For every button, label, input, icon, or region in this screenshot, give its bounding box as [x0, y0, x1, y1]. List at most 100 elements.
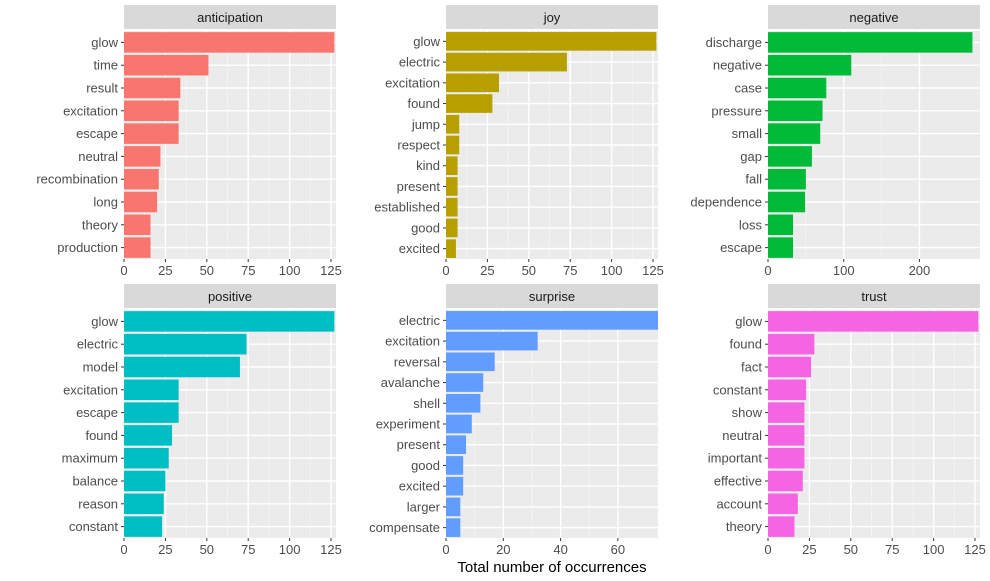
- bar-show: [768, 402, 805, 423]
- bar-excitation: [446, 331, 538, 351]
- bar-glow: [124, 311, 335, 332]
- x-tick-label: 125: [320, 542, 342, 557]
- category-label: effective: [714, 474, 762, 489]
- bar-found: [124, 425, 173, 446]
- category-label: glow: [91, 35, 118, 50]
- panel-title: anticipation: [197, 10, 263, 25]
- bar-result: [124, 77, 181, 99]
- bar-maximum: [124, 447, 169, 469]
- bar-escape: [124, 402, 179, 423]
- bar-discharge: [768, 32, 973, 53]
- bar-excited: [446, 239, 456, 258]
- category-label: fall: [745, 172, 762, 187]
- bar-established: [446, 197, 458, 217]
- x-tick-label: 125: [964, 542, 986, 557]
- bar-small: [768, 123, 821, 144]
- panel-anticipation: anticipation glow time result excitation esca…: [36, 5, 342, 278]
- panel-title: joy: [543, 10, 561, 25]
- x-tick-label: 75: [241, 542, 255, 557]
- bar-dependence: [768, 191, 806, 213]
- category-label: found: [407, 96, 440, 111]
- x-tick-label: 75: [885, 542, 899, 557]
- category-label: model: [83, 360, 119, 375]
- category-label: escape: [720, 240, 762, 255]
- category-label: case: [735, 81, 762, 96]
- bar-loss: [768, 214, 793, 236]
- strip-background: [124, 284, 336, 308]
- category-label: theory: [82, 217, 119, 232]
- bar-good: [446, 218, 458, 238]
- x-tick-label: 20: [496, 542, 510, 557]
- category-label: electric: [399, 313, 441, 328]
- x-tick-label: 0: [764, 542, 771, 557]
- category-label: dependence: [690, 195, 762, 210]
- bar-pressure: [768, 100, 823, 122]
- x-tick-label: 125: [320, 263, 342, 278]
- category-label: theory: [726, 519, 763, 534]
- bar-excitation: [446, 73, 499, 93]
- category-label: neutral: [722, 428, 762, 443]
- x-tick-label: 75: [241, 263, 255, 278]
- x-tick-label: 125: [642, 263, 664, 278]
- category-label: avalanche: [381, 375, 440, 390]
- bar-fact: [768, 356, 812, 378]
- bar-theory: [124, 214, 151, 236]
- panel-joy: joy glow electric excitation found jump respec…: [374, 5, 664, 278]
- category-label: maximum: [62, 451, 118, 466]
- bar-electric: [446, 52, 567, 72]
- category-label: recombination: [36, 172, 118, 187]
- bar-excitation: [124, 100, 179, 122]
- x-tick-label: 0: [120, 542, 127, 557]
- category-label: excitation: [385, 334, 440, 349]
- bar-reason: [124, 493, 164, 515]
- category-label: fact: [741, 360, 762, 375]
- category-label: show: [732, 405, 763, 420]
- bar-experiment: [446, 414, 472, 434]
- bar-kind: [446, 156, 458, 176]
- category-label: established: [374, 200, 440, 215]
- category-label: glow: [735, 314, 762, 329]
- category-label: electric: [77, 337, 119, 352]
- x-tick-label: 50: [200, 263, 214, 278]
- bar-negative: [768, 54, 852, 76]
- category-label: electric: [399, 55, 441, 70]
- x-tick-label: 0: [764, 263, 771, 278]
- category-label: found: [729, 337, 762, 352]
- bar-excited: [446, 476, 464, 496]
- category-label: constant: [69, 519, 119, 534]
- category-label: experiment: [376, 417, 441, 432]
- category-label: excited: [399, 241, 440, 256]
- category-label: excited: [399, 479, 440, 494]
- panel-title: negative: [849, 10, 898, 25]
- bar-escape: [768, 237, 793, 258]
- panel-title: surprise: [529, 289, 575, 304]
- category-label: kind: [416, 158, 440, 173]
- bar-account: [768, 493, 798, 515]
- x-tick-label: 50: [200, 542, 214, 557]
- bar-excitation: [124, 379, 179, 401]
- category-label: compensate: [369, 520, 440, 535]
- x-tick-label: 25: [480, 263, 494, 278]
- strip-background: [446, 5, 658, 29]
- bar-glow: [446, 32, 657, 51]
- bar-important: [768, 447, 805, 469]
- bar-balance: [124, 470, 166, 492]
- bar-present: [446, 435, 467, 455]
- panel-surprise: surprise electric excitation reversal avalan…: [369, 284, 658, 557]
- category-label: excitation: [385, 75, 440, 90]
- category-label: small: [732, 126, 762, 141]
- category-label: excitation: [63, 382, 118, 397]
- category-label: result: [86, 81, 118, 96]
- bar-jump: [446, 114, 460, 134]
- category-label: gap: [740, 149, 762, 164]
- category-label: respect: [397, 138, 440, 153]
- bar-constant: [768, 379, 807, 401]
- bar-reversal: [446, 352, 495, 372]
- panel-negative: negative discharge negative case pressure sma…: [690, 5, 980, 278]
- panel-positive: positive glow electric model excitation escap…: [62, 284, 342, 557]
- bar-present: [446, 177, 458, 196]
- category-label: neutral: [78, 149, 118, 164]
- bar-time: [124, 54, 209, 76]
- category-label: production: [57, 240, 118, 255]
- bar-neutral: [124, 146, 161, 167]
